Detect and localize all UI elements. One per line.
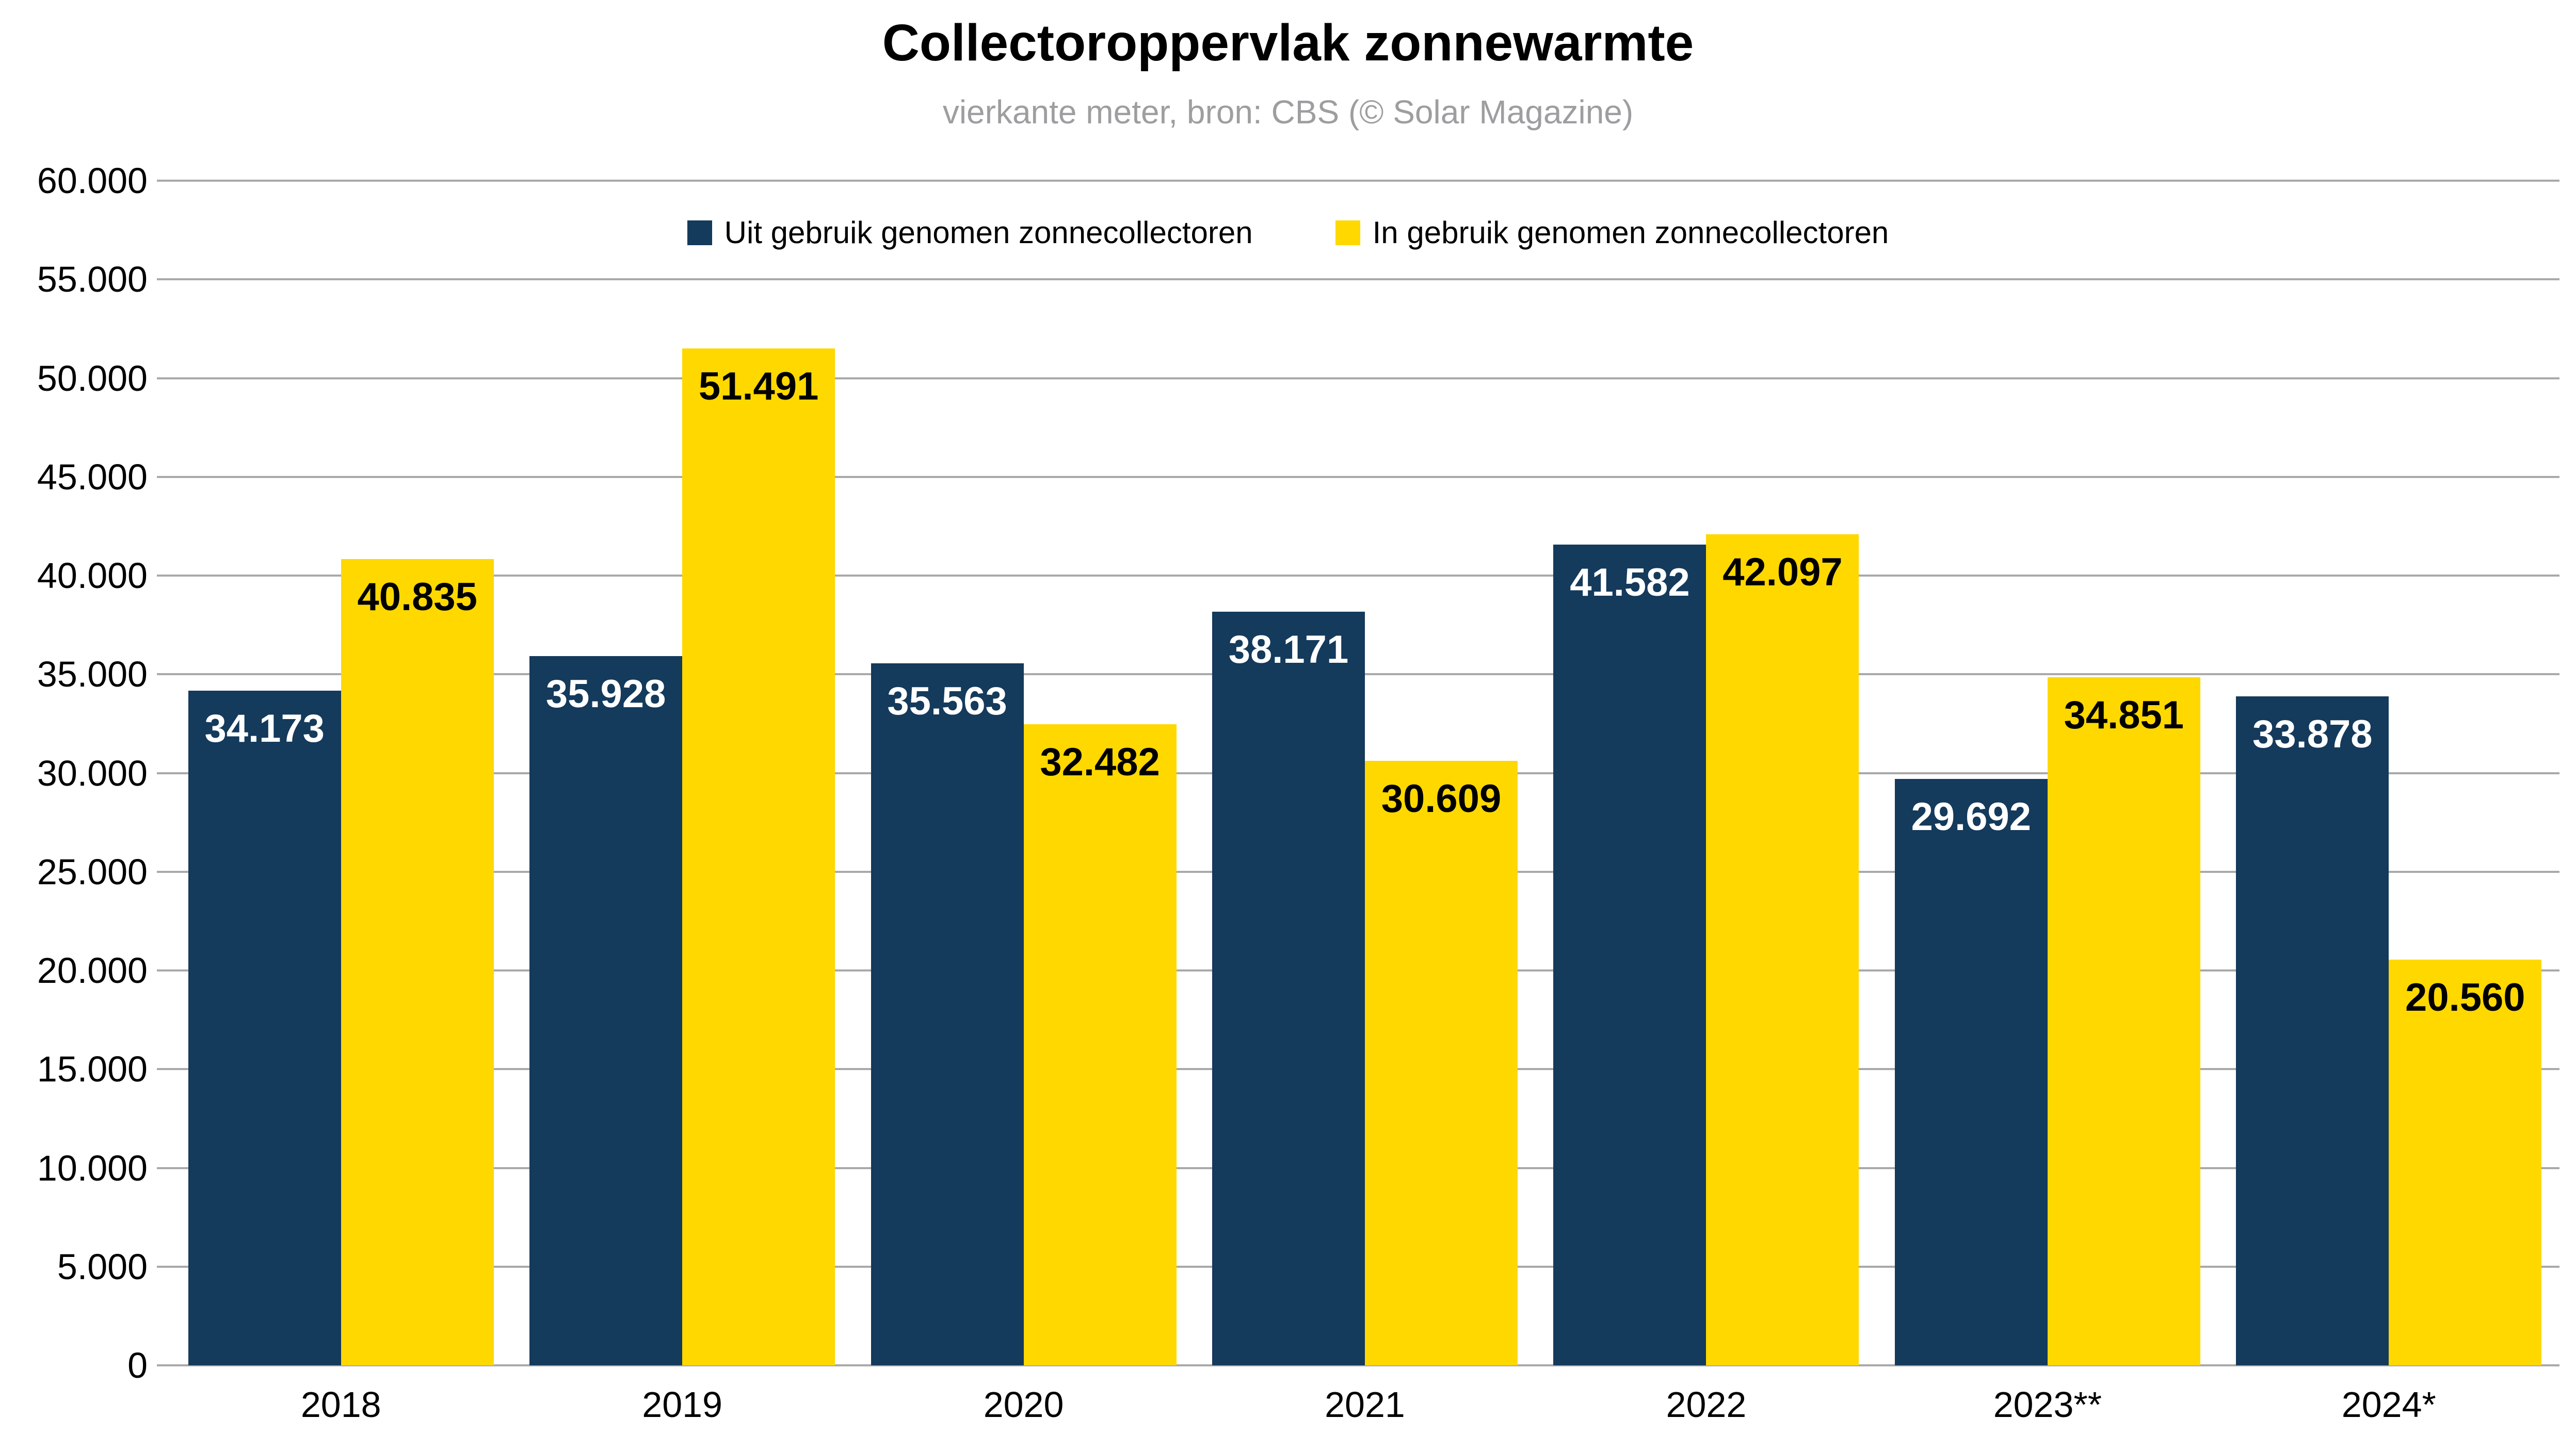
bar-uit-gebruik-2018: 34.173 xyxy=(188,690,341,1365)
x-tick-label-2023**: 2023** xyxy=(1993,1384,2102,1425)
chart-subtitle: vierkante meter, bron: CBS (© Solar Maga… xyxy=(942,93,1634,131)
bar-value-label: 35.563 xyxy=(887,679,1007,723)
bar-uit-gebruik-2021: 38.171 xyxy=(1212,611,1365,1365)
bar-value-label: 40.835 xyxy=(357,575,477,619)
bar-uit-gebruik-2019: 35.928 xyxy=(529,656,683,1365)
gridline xyxy=(157,475,2559,478)
y-tick-label: 45.000 xyxy=(37,456,148,497)
bar-value-label: 32.482 xyxy=(1040,740,1160,784)
bar-uit-gebruik-2020: 35.563 xyxy=(871,663,1024,1365)
plot-area: 34.173 40.835 35.928 51.491 35.563 32.482 38.1… xyxy=(157,180,2559,1366)
bar-in-gebruik-2024*: 20.560 xyxy=(2389,959,2542,1365)
bar-value-label: 30.609 xyxy=(1381,777,1502,821)
bar-value-label: 33.878 xyxy=(2252,712,2373,757)
bar-in-gebruik-2020: 32.482 xyxy=(1023,724,1177,1365)
y-tick-label: 5.000 xyxy=(57,1246,148,1287)
y-tick-label: 60.000 xyxy=(37,161,148,201)
bar-uit-gebruik-2023**: 29.692 xyxy=(1894,779,2048,1365)
bar-in-gebruik-2023**: 34.851 xyxy=(2047,677,2200,1365)
bar-value-label: 20.560 xyxy=(2405,975,2525,1019)
x-tick-label-2021: 2021 xyxy=(1325,1384,1405,1425)
y-tick-label: 55.000 xyxy=(37,259,148,300)
x-tick-label-2022: 2022 xyxy=(1666,1384,1747,1425)
gridline xyxy=(157,180,2559,182)
x-tick-label-2019: 2019 xyxy=(642,1384,722,1425)
bar-in-gebruik-2019: 51.491 xyxy=(682,348,835,1365)
bar-in-gebruik-2018: 40.835 xyxy=(341,559,494,1365)
y-tick-label: 25.000 xyxy=(37,851,148,892)
bar-value-label: 51.491 xyxy=(698,364,819,409)
gridline xyxy=(157,278,2559,281)
bar-value-label: 29.692 xyxy=(1911,795,2032,839)
bar-uit-gebruik-2024*: 33.878 xyxy=(2236,696,2389,1365)
y-tick-label: 30.000 xyxy=(37,753,148,793)
y-tick-label: 20.000 xyxy=(37,950,148,991)
y-tick-label: 0 xyxy=(127,1345,148,1385)
bar-value-label: 35.928 xyxy=(545,672,666,716)
bar-value-label: 42.097 xyxy=(1722,550,1843,594)
bar-value-label: 41.582 xyxy=(1570,560,1690,604)
bar-value-label: 34.173 xyxy=(204,706,325,751)
legend-item-uit-gebruik: Uit gebruik genomen zonnecollectoren xyxy=(687,215,1253,250)
bar-value-label: 34.851 xyxy=(2064,693,2184,737)
y-tick-label: 10.000 xyxy=(37,1148,148,1188)
legend-swatch-in-gebruik-icon xyxy=(1335,220,1360,245)
bar-in-gebruik-2022: 42.097 xyxy=(1706,534,1859,1365)
x-tick-label-2018: 2018 xyxy=(300,1384,381,1425)
bar-value-label: 38.171 xyxy=(1228,627,1349,672)
gridline xyxy=(157,575,2559,577)
y-tick-label: 50.000 xyxy=(37,358,148,399)
legend-swatch-uit-gebruik-icon xyxy=(687,220,712,245)
chart-title: Collectoroppervlak zonnewarmte xyxy=(882,14,1694,72)
bar-uit-gebruik-2022: 41.582 xyxy=(1553,544,1706,1365)
y-tick-label: 15.000 xyxy=(37,1049,148,1090)
legend: Uit gebruik genomen zonnecollectoren In … xyxy=(0,215,2576,250)
x-tick-label-2020: 2020 xyxy=(983,1384,1064,1425)
x-tick-label-2024*: 2024* xyxy=(2341,1384,2436,1425)
bar-in-gebruik-2021: 30.609 xyxy=(1365,761,1518,1365)
legend-label-uit-gebruik: Uit gebruik genomen zonnecollectoren xyxy=(724,215,1253,250)
gridline xyxy=(157,1364,2559,1366)
y-tick-label: 35.000 xyxy=(37,654,148,695)
legend-label-in-gebruik: In gebruik genomen zonnecollectoren xyxy=(1372,215,1889,250)
y-tick-label: 40.000 xyxy=(37,555,148,596)
gridline xyxy=(157,377,2559,379)
legend-item-in-gebruik: In gebruik genomen zonnecollectoren xyxy=(1335,215,1889,250)
